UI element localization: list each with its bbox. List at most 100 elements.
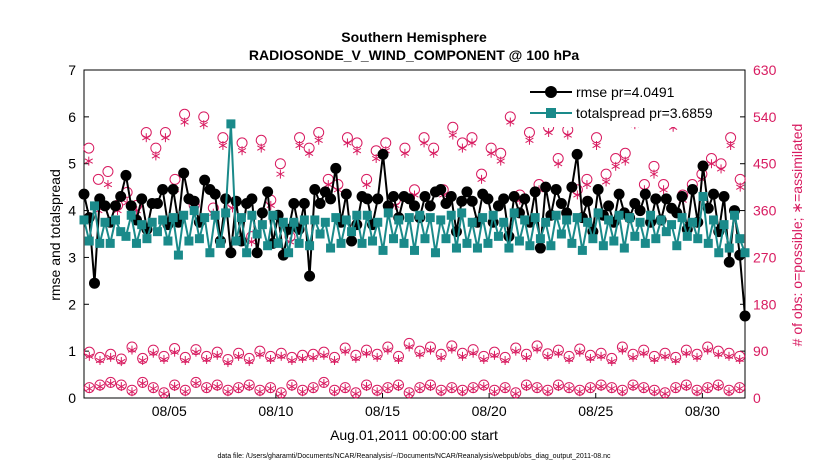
spread-point: [105, 238, 115, 248]
obs-assimilated-marker: [85, 351, 94, 361]
obs-assimilated-marker: [341, 346, 350, 356]
obs-assimilated-marker: [500, 356, 510, 366]
spread-point: [415, 210, 425, 220]
obs-assimilated-marker: [304, 148, 314, 158]
obs-assimilated-marker: [486, 148, 496, 158]
rmse-point: [120, 169, 132, 181]
spread-point: [446, 210, 456, 220]
spread-point: [740, 248, 750, 258]
obs-assimilated-marker: [362, 382, 371, 392]
obs-assimilated-marker: [468, 348, 478, 358]
obs-assimilated-marker: [564, 354, 574, 364]
spread-point: [121, 231, 131, 241]
y2-tick-label: 180: [753, 296, 777, 312]
obs-assimilated-marker: [181, 356, 190, 366]
y2-tick-label: 630: [753, 62, 777, 78]
obs-assimilated-marker: [159, 389, 169, 399]
obs-assimilated-marker: [234, 384, 243, 394]
spread-point: [646, 210, 656, 220]
rmse-point: [529, 186, 541, 198]
obs-assimilated-marker: [383, 384, 393, 394]
rmse-point: [178, 167, 190, 179]
spread-point: [614, 210, 624, 220]
spread-point: [320, 217, 330, 227]
obs-assimilated-marker: [607, 357, 616, 367]
rmse-point: [534, 242, 546, 254]
obs-assimilated-marker: [532, 384, 542, 394]
obs-assimilated-marker: [522, 382, 531, 392]
obs-assimilated-marker: [586, 384, 595, 394]
spread-point: [525, 241, 535, 251]
rmse-point: [230, 195, 242, 207]
obs-assimilated-marker: [522, 352, 531, 362]
obs-assimilated-marker: [468, 384, 478, 394]
legend: rmse pr=4.0491 totalspread pr=3.6859: [525, 75, 737, 127]
spread-point: [84, 236, 94, 246]
obs-assimilated-marker: [151, 151, 161, 161]
spread-point: [347, 227, 357, 237]
rmse-point: [246, 193, 258, 205]
rmse-point: [519, 193, 531, 205]
spread-point: [210, 210, 220, 220]
spread-point: [714, 248, 724, 258]
obs-assimilated-marker: [138, 356, 147, 366]
spread-point: [79, 215, 89, 225]
rmse-point: [650, 193, 662, 205]
obs-assimilated-marker: [103, 180, 113, 190]
spread-point: [362, 210, 372, 220]
spread-point: [378, 245, 388, 255]
spread-point: [604, 215, 614, 225]
obs-assimilated-marker: [639, 348, 648, 358]
rmse-point: [540, 181, 552, 193]
spread-point: [147, 217, 157, 227]
rmse-point: [361, 193, 373, 205]
chart-subtitle: RADIOSONDE_V_WIND_COMPONENT @ 100 hPa: [249, 47, 579, 63]
rmse-point: [566, 181, 578, 193]
rmse-point: [697, 160, 709, 172]
obs-assimilated-marker: [309, 352, 318, 362]
spread-point: [404, 213, 414, 223]
obs-assimilated-marker: [714, 382, 723, 392]
spread-point: [651, 234, 661, 244]
rmse-point: [739, 310, 751, 322]
obs-assimilated-marker: [266, 354, 275, 364]
obs-assimilated-marker: [415, 384, 424, 394]
spread-point: [163, 236, 173, 246]
rmse-point: [498, 193, 510, 205]
rmse-point: [136, 193, 148, 205]
obs-assimilated-marker: [234, 351, 243, 361]
obs-assimilated-marker: [660, 351, 670, 361]
spread-point: [305, 241, 315, 251]
rmse-point: [256, 207, 268, 219]
spread-point: [472, 243, 482, 253]
obs-assimilated-marker: [330, 356, 339, 366]
obs-assimilated-marker: [671, 384, 680, 394]
obs-assimilated-marker: [84, 156, 93, 166]
spread-point: [352, 210, 362, 220]
rmse-point: [592, 183, 604, 195]
obs-assimilated-marker: [415, 349, 424, 359]
obs-assimilated-marker: [601, 177, 611, 187]
spread-point: [499, 217, 509, 227]
obs-assimilated-marker: [95, 382, 105, 392]
spread-point: [730, 210, 740, 220]
x-tick-label: 08/20: [472, 403, 507, 419]
obs-assimilated-marker: [202, 354, 211, 364]
obs-assimilated-marker: [191, 378, 201, 388]
obs-assimilated-marker: [726, 140, 735, 150]
rmse-point: [508, 191, 520, 203]
spread-point: [126, 210, 136, 220]
y2-axis-label: # of obs: o=possible; ∗=assimilated: [789, 124, 805, 347]
spread-point: [467, 217, 477, 227]
spread-point: [530, 213, 540, 223]
spread-point: [226, 119, 236, 129]
spread-point: [131, 238, 141, 248]
rmse-point: [603, 200, 615, 212]
rmse-point: [419, 191, 431, 203]
spread-point: [504, 243, 514, 253]
spread-point: [299, 215, 309, 225]
rmse-point: [78, 188, 90, 200]
spread-point: [184, 236, 194, 246]
obs-assimilated-marker: [506, 117, 515, 127]
y2-tick-label: 0: [753, 390, 761, 406]
